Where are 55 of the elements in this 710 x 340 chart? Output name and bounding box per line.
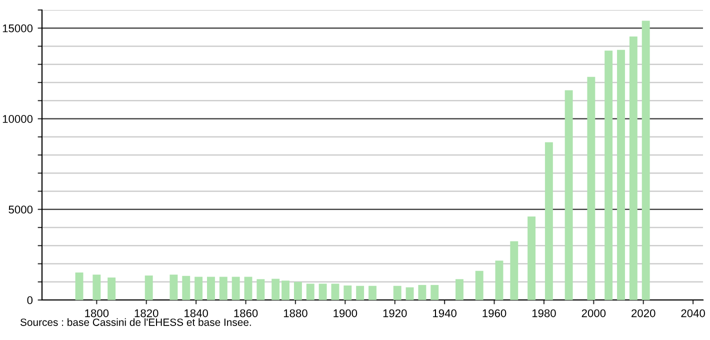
bar xyxy=(356,286,364,300)
y-tick-label: 5000 xyxy=(8,206,33,214)
bar xyxy=(430,284,439,300)
bar xyxy=(318,284,327,300)
bar xyxy=(604,50,613,300)
bar xyxy=(272,278,280,300)
bar xyxy=(418,284,426,300)
bar xyxy=(368,286,376,300)
bar xyxy=(642,20,650,300)
bar xyxy=(331,284,340,300)
bar xyxy=(393,286,402,300)
x-tick-label: 1920 xyxy=(383,309,407,318)
bar xyxy=(406,287,414,300)
bar xyxy=(256,279,265,300)
x-tick-label: 1960 xyxy=(482,309,506,318)
bar xyxy=(108,278,116,300)
y-tick-label: 15000 xyxy=(2,24,33,32)
bar xyxy=(182,276,190,300)
bar xyxy=(564,90,573,300)
bar xyxy=(244,276,252,300)
bar xyxy=(75,272,84,300)
bar xyxy=(294,282,302,300)
bar xyxy=(495,260,504,300)
bar xyxy=(629,36,638,300)
bar xyxy=(587,76,596,300)
source-note: Sources : base Cassini de l'EHESS et base Insee. xyxy=(20,318,251,326)
bar xyxy=(510,241,518,300)
x-tick-label: 2000 xyxy=(582,309,606,318)
bar xyxy=(528,216,536,300)
x-tick-label: 1880 xyxy=(284,309,308,318)
bar xyxy=(92,274,101,300)
y-tick-label: 10000 xyxy=(2,115,33,123)
bar xyxy=(617,50,625,300)
bar xyxy=(344,286,352,300)
x-tick-label: 2040 xyxy=(681,309,705,318)
x-tick-label: 1820 xyxy=(134,309,158,318)
bar xyxy=(144,276,153,300)
bar xyxy=(306,284,314,300)
x-tick-label: 1980 xyxy=(532,309,556,318)
bar xyxy=(282,280,290,300)
x-tick-label: 1840 xyxy=(184,309,208,318)
bar xyxy=(219,276,228,300)
bar xyxy=(544,142,553,300)
bar xyxy=(475,270,484,300)
bar xyxy=(207,276,215,300)
x-tick-label: 1900 xyxy=(334,309,358,318)
y-tick-label: 0 xyxy=(27,296,33,304)
x-tick-label: 1860 xyxy=(234,309,258,318)
bar xyxy=(194,276,203,300)
bar xyxy=(456,279,464,300)
bar xyxy=(170,274,178,300)
x-tick-label: 1800 xyxy=(85,309,109,318)
x-tick-label: 2020 xyxy=(632,309,656,318)
x-tick-label: 1940 xyxy=(433,309,456,318)
bar xyxy=(232,276,240,300)
